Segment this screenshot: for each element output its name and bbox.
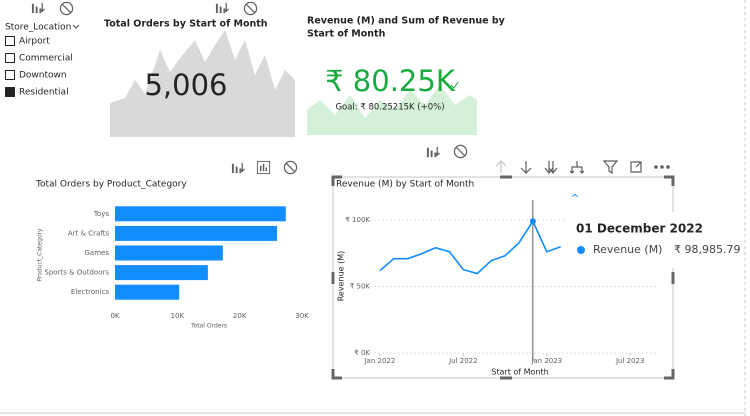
exclude-icon[interactable] [283,160,298,175]
chart-title: Total Orders by Product_Category [35,180,187,190]
card-title: Revenue (M) and Sum of Revenue by [307,16,506,27]
x-tick-label: Jul 2023 [615,357,645,365]
card-value: ₹ 80.25K [325,64,456,98]
y-axis-label: Revenue (M) [337,251,346,302]
expand-level[interactable] [544,161,558,174]
y-tick-label: ₹ 100K [345,216,370,224]
checkbox[interactable] [5,36,15,46]
x-tick-label: 30K [295,312,309,320]
expand-all[interactable] [569,161,585,174]
y-axis-label: Product_Category [37,228,44,282]
more-options[interactable] [654,165,670,169]
line-series [379,219,561,275]
slicer-item[interactable]: Downtown [19,71,67,81]
focus-icon[interactable] [630,161,642,173]
filter-icon[interactable] [602,160,619,175]
bar [115,245,223,261]
slicer-item[interactable]: Airport [19,37,50,47]
bar [115,284,180,300]
y-tick-label: Games [85,249,110,257]
bar [115,225,278,241]
chart-title: Revenue (M) by Start of Month [336,180,474,190]
card-goal: Goal: ₹ 80.25215K (+0%) [335,103,444,113]
x-tick-label: 10K [171,312,185,320]
visual-frame [332,176,674,379]
x-axis-label: Start of Month [491,368,548,377]
bar [115,206,286,222]
exclude-icon[interactable] [243,1,258,16]
x-tick-label: Jan 2023 [530,357,562,365]
tooltip-swatch [577,246,585,254]
checkbox[interactable] [5,87,15,97]
card-value: 5,006 [144,68,227,102]
exclude-icon[interactable] [453,144,468,159]
tooltip-series: Revenue (M) [593,243,662,256]
slicer-title: Store_Location [5,23,71,33]
drill-icon[interactable] [231,161,246,175]
resize-handles[interactable] [331,175,675,380]
slicer-item[interactable]: Residential [19,88,69,98]
y-tick-label: ₹ 50K [350,282,371,290]
status-check [450,81,459,89]
card-sparkline [307,85,477,135]
tooltip-title: 01 December 2022 [576,222,703,236]
x-tick-label: 0K [110,312,119,320]
slicer-list: Airport Commercial Downtown Residential [5,36,73,98]
y-tick-label: Sports & Outdoors [44,269,109,277]
bar [115,265,208,281]
drill-icon[interactable] [426,145,441,159]
y-tick-label: ₹ 0K [354,349,370,357]
card-title: Start of Month [307,29,386,40]
x-tick-label: Jul 2022 [448,357,478,365]
x-axis-label: Total Orders [190,323,227,330]
checkbox[interactable] [5,70,15,80]
slicer-item[interactable]: Commercial [19,54,73,64]
drill-up[interactable] [495,160,507,173]
slicer-chevron[interactable] [72,24,80,29]
tooltip-box [566,212,744,268]
tooltip-value: ₹ 98,985.79 [674,243,740,256]
checkbox[interactable] [5,53,15,63]
drill-icon[interactable] [215,1,230,15]
card-title: Total Orders by Start of Month [104,19,268,30]
tooltip: 01 December 2022 Revenue (M) ₹ 98,985.79 [566,212,744,268]
collapse-caret[interactable]: ^ [570,192,579,205]
drill-icon[interactable] [31,1,46,15]
y-tick-label: Art & Crafts [68,229,109,237]
hover-point [529,218,536,225]
drill-down[interactable] [520,161,532,174]
exclude-icon[interactable] [59,1,74,16]
y-tick-label: Toys [93,210,110,218]
card-sparkline [110,30,295,137]
chart-icon[interactable] [256,160,271,175]
x-tick-label: 20K [233,312,247,320]
visual-toolbar [495,160,670,175]
x-tick-label: Jan 2022 [363,357,395,365]
y-tick-label: Electronics [71,288,110,296]
